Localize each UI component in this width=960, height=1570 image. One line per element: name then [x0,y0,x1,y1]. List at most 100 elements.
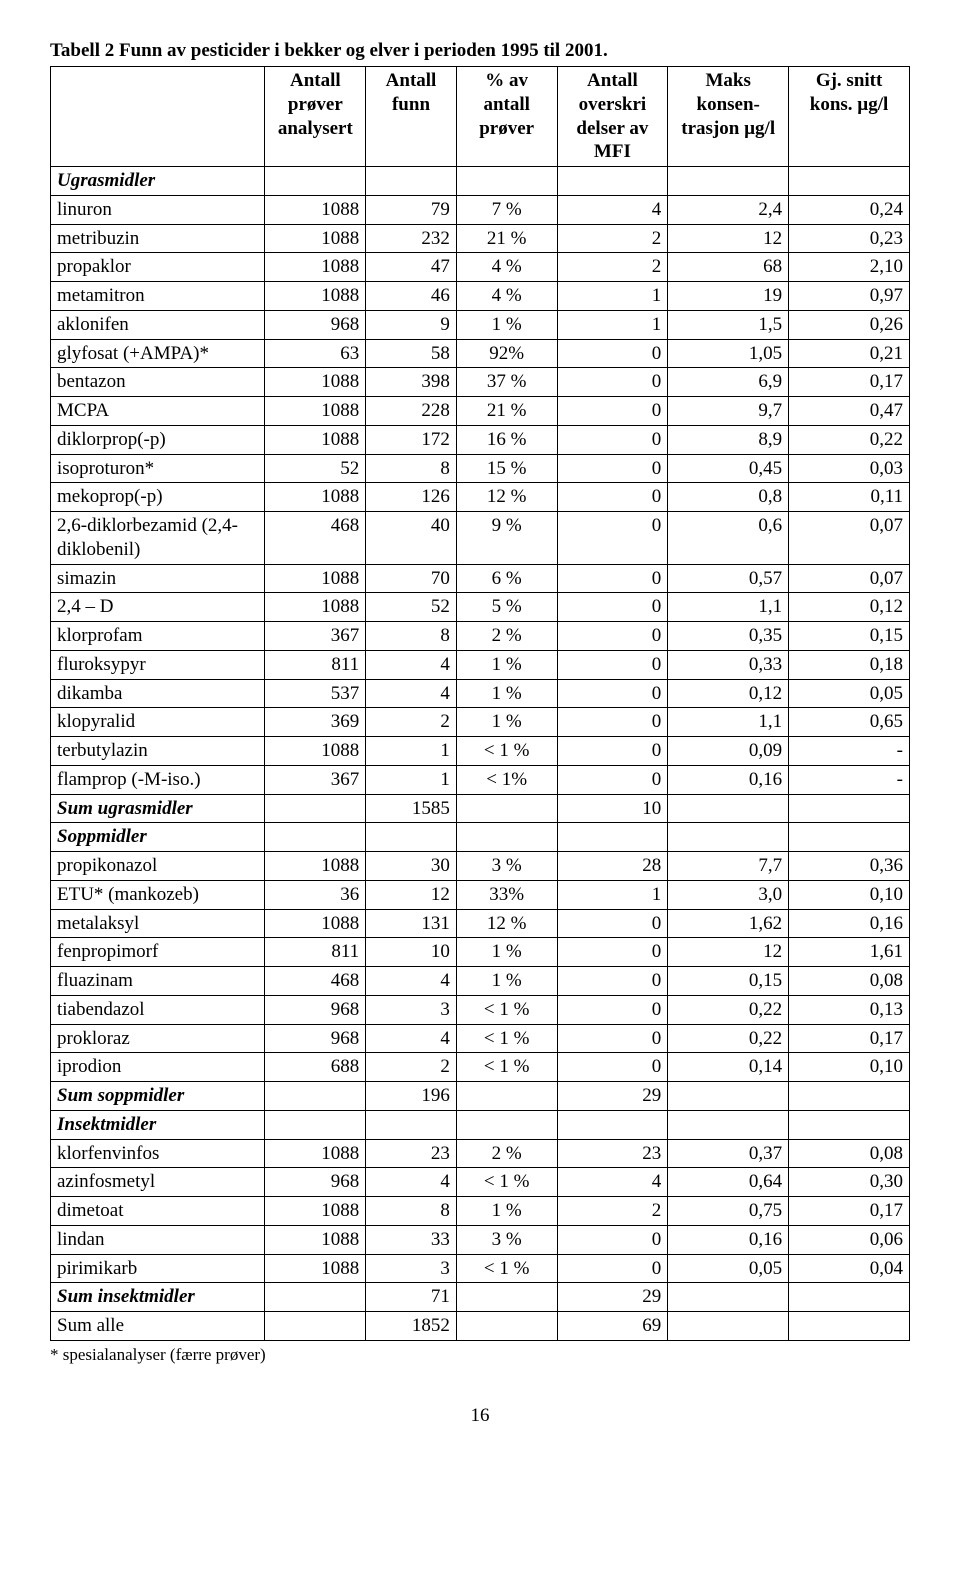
cell: 1088 [265,282,366,311]
cell: metamitron [51,282,265,311]
cell: 0,17 [789,368,910,397]
cell: 126 [366,483,457,512]
cell: 29 [557,1082,668,1111]
cell [668,1283,789,1312]
cell: 9 % [456,512,557,565]
cell: 47 [366,253,457,282]
cell: 0,17 [789,1024,910,1053]
cell: 0 [557,1225,668,1254]
table-row: metamitron1088464 %1190,97 [51,282,910,311]
empty-cell [456,167,557,196]
cell: 968 [265,310,366,339]
cell: 10 [557,794,668,823]
cell: isoproturon* [51,454,265,483]
cell: 4 [366,967,457,996]
cell [456,1283,557,1312]
section-row: Insektmidler [51,1110,910,1139]
cell: propikonazol [51,852,265,881]
cell: 68 [668,253,789,282]
cell: 12 % [456,483,557,512]
cell: 4 [366,1168,457,1197]
cell: 12 [668,938,789,967]
pesticide-table: Antall prøver analysert Antall funn % av… [50,66,910,1341]
cell: 0,05 [668,1254,789,1283]
cell: 1088 [265,1197,366,1226]
table-row: 2,6-diklorbezamid (2,4-diklobenil)468409… [51,512,910,565]
cell: 0,24 [789,195,910,224]
cell: 1,62 [668,909,789,938]
empty-cell [456,1110,557,1139]
cell: 0 [557,622,668,651]
cell: - [789,737,910,766]
cell: 0,21 [789,339,910,368]
cell: 52 [265,454,366,483]
cell: 0,14 [668,1053,789,1082]
cell: 1088 [265,397,366,426]
cell: fluazinam [51,967,265,996]
cell: 0,23 [789,224,910,253]
cell: pirimikarb [51,1254,265,1283]
cell [456,794,557,823]
cell: 0,05 [789,679,910,708]
cell: 196 [366,1082,457,1111]
cell: 0,36 [789,852,910,881]
cell: 0,18 [789,650,910,679]
cell: 3 [366,1254,457,1283]
cell: 172 [366,425,457,454]
cell: fenpropimorf [51,938,265,967]
cell: 1088 [265,483,366,512]
cell: 21 % [456,397,557,426]
cell: dikamba [51,679,265,708]
table-row: ETU* (mankozeb)361233%13,00,10 [51,880,910,909]
cell: 0,15 [789,622,910,651]
cell [789,1312,910,1341]
cell: 1,05 [668,339,789,368]
cell: iprodion [51,1053,265,1082]
cell: 0,30 [789,1168,910,1197]
cell [265,1283,366,1312]
cell: glyfosat (+AMPA)* [51,339,265,368]
cell: 0,03 [789,454,910,483]
cell: 3 % [456,852,557,881]
cell: 9,7 [668,397,789,426]
cell: 0,08 [789,967,910,996]
section-row: Soppmidler [51,823,910,852]
cell: - [789,765,910,794]
cell: 0,07 [789,512,910,565]
cell [265,1312,366,1341]
cell: aklonifen [51,310,265,339]
cell: 0 [557,339,668,368]
cell: 0,57 [668,564,789,593]
cell: 232 [366,224,457,253]
cell: 1,5 [668,310,789,339]
empty-cell [789,823,910,852]
empty-cell [265,167,366,196]
cell: 1088 [265,195,366,224]
cell: 1 % [456,708,557,737]
table-row: azinfosmetyl9684< 1 %40,640,30 [51,1168,910,1197]
table-row: tiabendazol9683< 1 %00,220,13 [51,995,910,1024]
cell: 0,15 [668,967,789,996]
cell: 1 [366,765,457,794]
cell: 131 [366,909,457,938]
cell: < 1% [456,765,557,794]
cell: 33% [456,880,557,909]
table-row: simazin1088706 %00,570,07 [51,564,910,593]
table-row: fenpropimorf811101 %0121,61 [51,938,910,967]
table-row: diklorprop(-p)108817216 %08,90,22 [51,425,910,454]
empty-cell [265,823,366,852]
cell: 0 [557,454,668,483]
cell: metalaksyl [51,909,265,938]
cell: 0 [557,397,668,426]
cell: 2 [366,708,457,737]
cell: 71 [366,1283,457,1312]
cell: 1088 [265,593,366,622]
cell: lindan [51,1225,265,1254]
table-title: Tabell 2 Funn av pesticider i bekker og … [50,40,910,62]
cell: 0 [557,1024,668,1053]
cell: 688 [265,1053,366,1082]
cell: prokloraz [51,1024,265,1053]
cell: azinfosmetyl [51,1168,265,1197]
cell: 2 % [456,1139,557,1168]
header-snitt: Gj. snitt kons. µg/l [789,67,910,167]
